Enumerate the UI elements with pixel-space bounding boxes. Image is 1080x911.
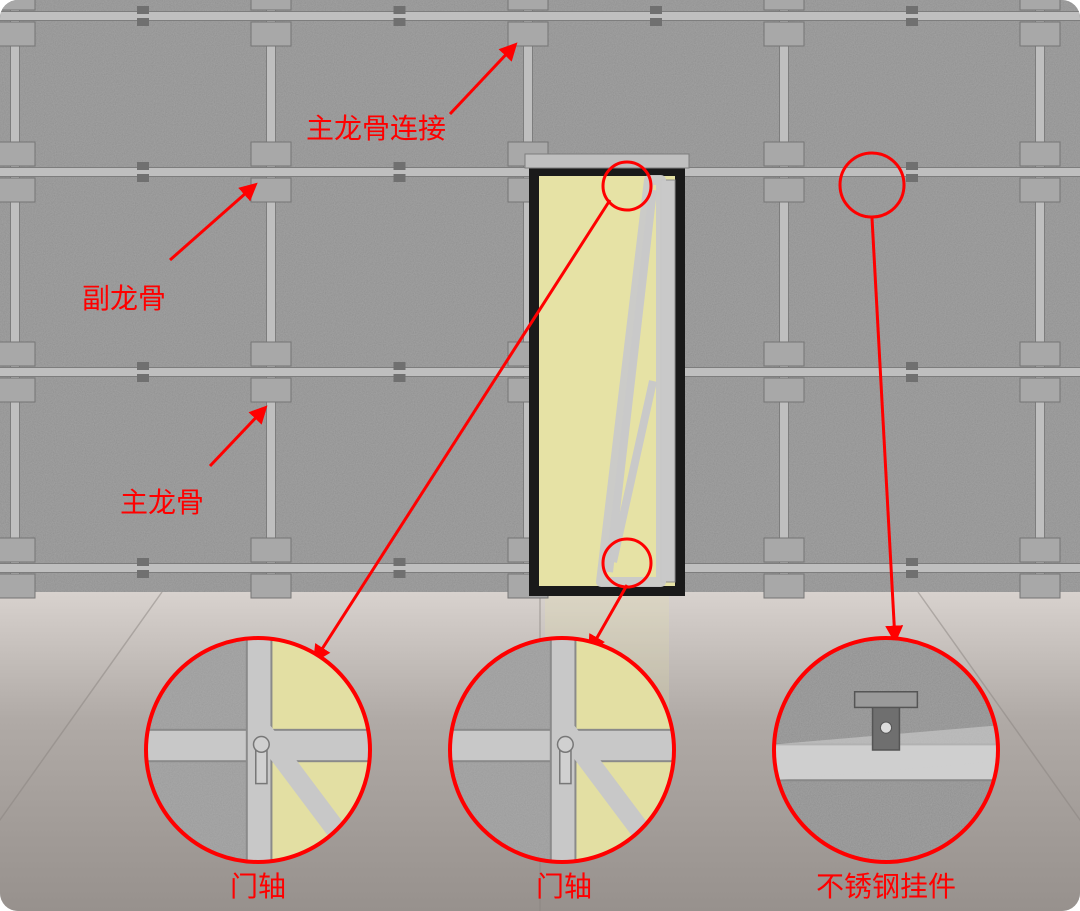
keel-connector [1020,538,1060,562]
keel-connector [1020,342,1060,366]
detail-hinge-2 [450,638,674,862]
hanger-clip [137,162,149,170]
keel-connector [0,0,35,10]
detail-hinge-1 [146,638,370,862]
hanger-clip [906,558,918,566]
hanger-clip [906,362,918,370]
hanger-clip [394,6,406,14]
keel-connector [0,538,35,562]
keel-connector [1020,142,1060,166]
keel-connector [251,538,291,562]
label-door-hinge-1: 门轴 [230,872,286,903]
keel-connector [764,0,804,10]
hanger-clip [650,6,662,14]
keel-connector [251,0,291,10]
label-door-hinge-2: 门轴 [536,872,592,903]
label-main-keel-connection: 主龙骨连接 [306,114,446,145]
keel-connector [251,142,291,166]
door-opening [525,154,689,596]
keel-connector [1020,0,1060,10]
hanger-clip [394,362,406,370]
detail-hanger [774,638,998,862]
label-secondary-keel: 副龙骨 [82,284,166,315]
keel-connector [0,342,35,366]
keel-connector [764,342,804,366]
keel-connector [0,142,35,166]
keel-connector [764,142,804,166]
label-steel-hanger: 不锈钢挂件 [816,872,956,903]
keel-connector [251,342,291,366]
label-main-keel: 主龙骨 [120,488,204,519]
diagram-scene [0,0,1080,911]
keel-connector [764,538,804,562]
hanger-clip [906,162,918,170]
hanger-clip [394,162,406,170]
hanger-clip [906,6,918,14]
hanger-clip [137,6,149,14]
hanger-clip [394,558,406,566]
hanger-clip [137,362,149,370]
keel-connector [508,0,548,10]
hanger-clip [137,558,149,566]
